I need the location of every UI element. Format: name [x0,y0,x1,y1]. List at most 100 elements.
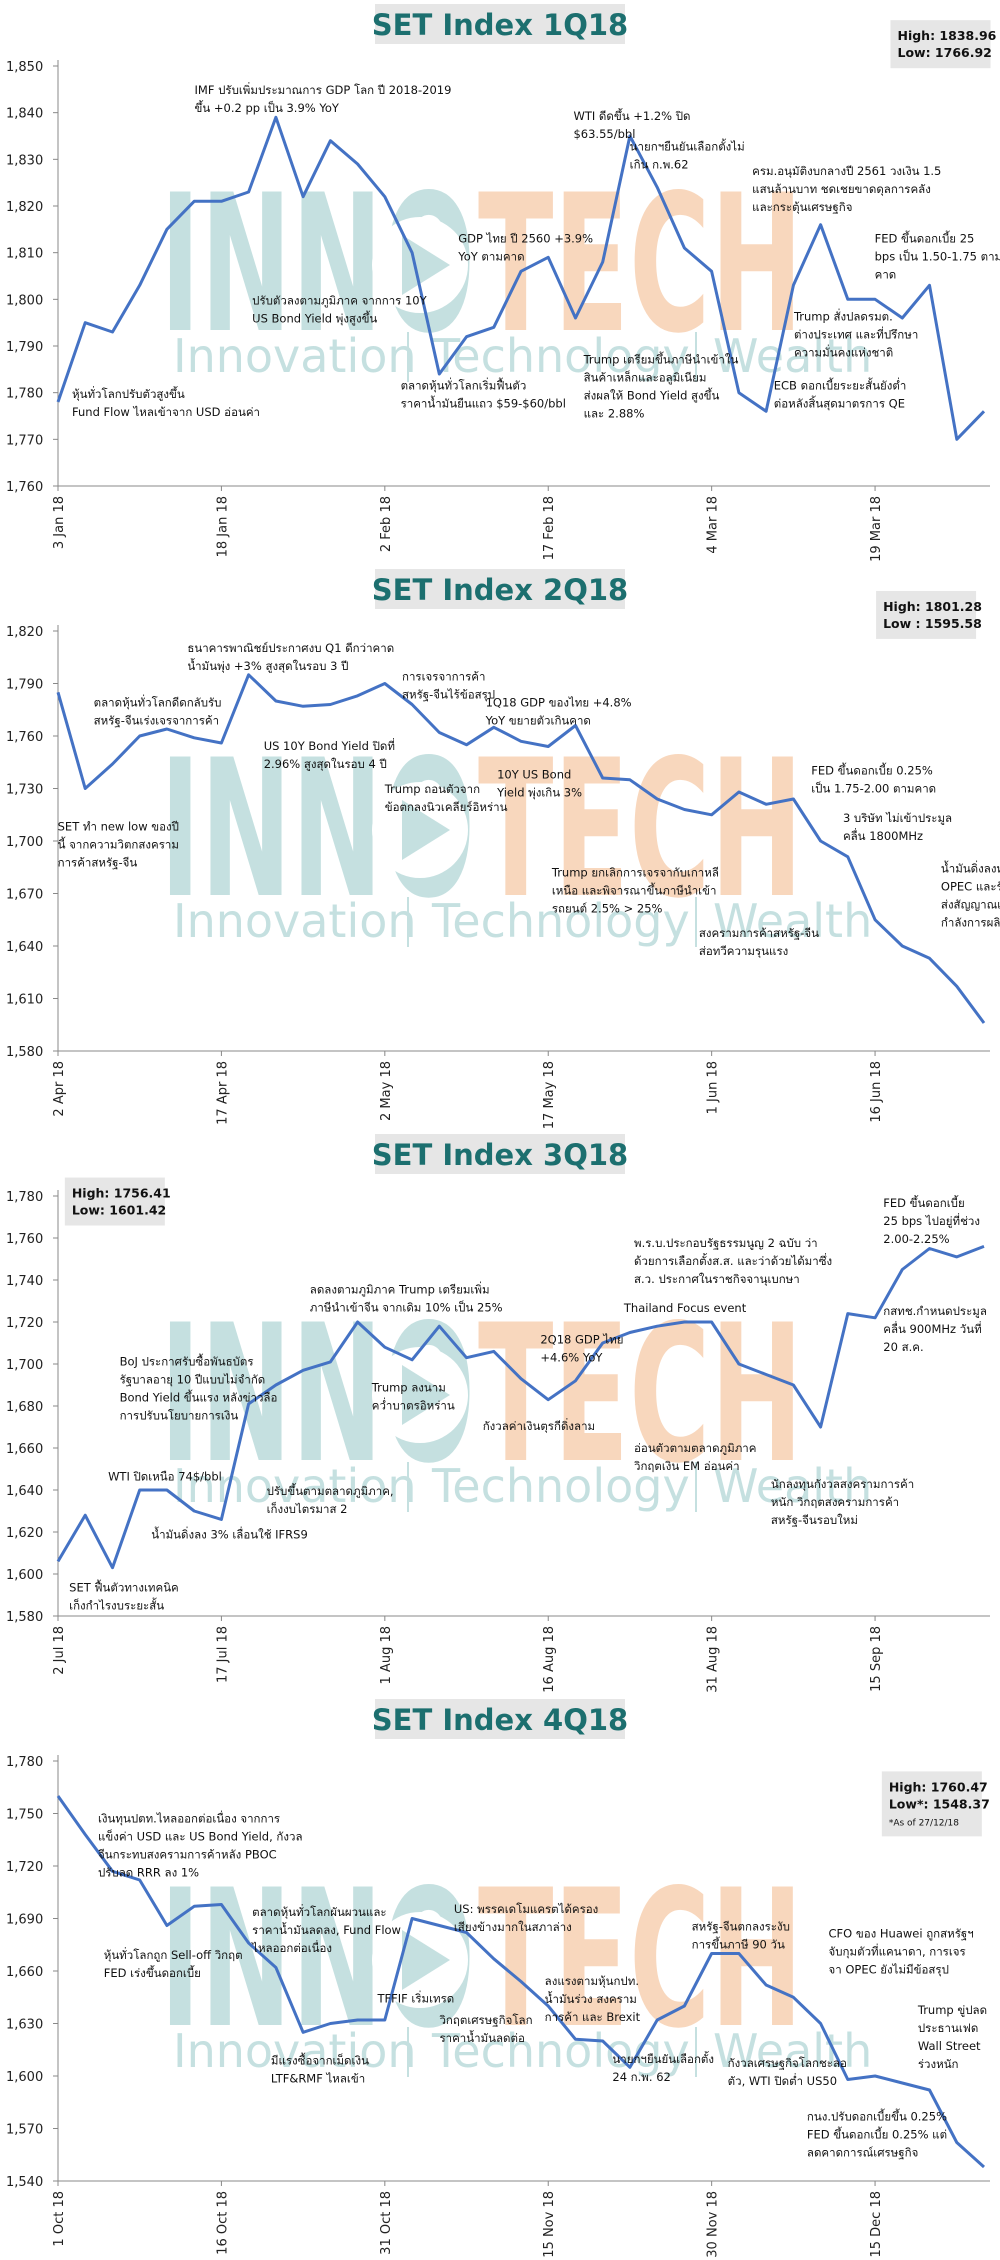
y-tick-label: 1,640 [6,940,43,955]
y-tick-label: 1,790 [6,678,43,693]
y-tick-label: 1,830 [6,153,43,168]
annotation: GDP ไทย ปี 2560 +3.9% YoY ตามคาด [457,232,593,264]
annotation-line: คลื่น 1800MHz [843,828,923,843]
x-tick-label: 1 Oct 18 [52,2191,67,2247]
y-tick-label: 1,640 [6,1484,43,1499]
annotation: 3 บริษัท ไม่เข้าประมูลคลื่น 1800MHz [843,811,952,843]
annotation-line: ไหลออกต่อเนื่อง [251,1940,332,1955]
y-tick-label: 1,740 [6,1274,43,1289]
x-tick-label: 16 Aug 18 [542,1626,557,1693]
annotation-line: ข้อตกลงนิวเคลียร์อิหร่าน [385,800,508,814]
annotation-line: TFFIF เริ่มเทรด [377,1990,455,2005]
annotation-line: Trump ขู่ปลด [917,2003,987,2017]
annotation-line: ลดคาดการณ์เศรษฐกิจ [807,2146,918,2160]
annotation: เงินทุนปตท.ไหลออกต่อเนื่อง จากการแข็งค่า… [98,1810,303,1879]
annotation: 1Q18 GDP ของไทย +4.8% YoY ขยายตัวเกินคาด [485,696,632,728]
y-tick-label: 1,780 [6,387,43,402]
price-line [56,115,986,441]
annotation-line: คลื่น 900MHz วันที่ [883,1321,981,1336]
annotation: TFFIF เริ่มเทรด [377,1990,455,2005]
annotation-line: สหรัฐ-จีนตกลงระงับ [692,1919,790,1933]
y-tick-label: 1,700 [6,835,43,850]
annotation-line: คว่ำบาตรอิหร่าน [372,1397,455,1412]
annotation: US 10Y Bond Yield ปิดที่ 2.96% สูงสุดในรอ… [264,738,395,771]
y-tick-label: 1,750 [6,1808,43,1823]
stats-line: High: 1760.47 [889,1779,988,1794]
annotation-line: ตลาดหุ้นทั่วโลกดีดกลับรับ [94,695,222,710]
watermark-logo: TECH [478,719,803,940]
annotation: นายกฯยืนยันเลือกตั้งไม่เกิน ก.พ.62 [630,138,745,171]
annotation: มีแรงซื้อจากเม็ดเงิน LTF&RMF ไหลเข้า [271,2052,369,2085]
stats-box [890,20,991,69]
watermark-logo: INNO [160,154,475,375]
y-tick-label: 1,820 [6,625,43,640]
x-tick-label: 31 Oct 18 [379,2191,394,2255]
annotation-line: ปรับตัวลงตามภูมิภาค จากการ 10Y [252,294,427,308]
y-tick-label: 1,700 [6,1358,43,1373]
annotation-line: Trump ถอนตัวจาก [384,782,480,796]
annotation-line: สหรัฐ-จีนเร่งเจรจาการค้า [94,714,219,728]
annotation-line: $63.55/bbl [573,127,635,141]
chart-title: SET Index 2Q18 [372,573,628,607]
annotation: สงครามการค้าสหรัฐ-จีนส่อทวีความรุนแรง [699,926,819,958]
annotation-line: Bond Yield ขึ้นแรง หลังข่าวลือ [120,1389,278,1404]
annotation-line: นายกฯยืนยันเลือกตั้ง [612,2051,714,2066]
y-tick-label: 1,600 [6,2070,43,2085]
x-tick-label: 16 Oct 18 [215,2191,230,2255]
stats-line: High: 1756.41 [72,1186,171,1201]
annotation-line: เหนือ และพิจารณาขึ้นภาษีนำเข้า [552,883,717,898]
title-background [375,569,625,609]
annotation-line: IMF ปรับเพิ่มประมาณการ GDP โลก ปี 2018-2… [195,82,452,97]
annotation-line: ธนาคารพาณิชย์ประกาศงบ Q1 ดีกว่าคาด [187,641,394,655]
title-background [375,1134,625,1174]
annotation-line: ภาษีนำเข้าจีน จากเดิม 10% เป็น 25% [310,1299,503,1314]
x-tick-label: 31 Aug 18 [706,1626,721,1693]
y-tick-label: 1,570 [6,2123,43,2138]
y-tick-label: 1,810 [6,247,43,262]
annotation-line: น้ำมันดิ่งลง 3% เลื่อนใช้ IFRS9 [151,1526,307,1541]
annotation-line: Trump ลงนาม [371,1380,446,1394]
annotation-line: ส.ว. ประกาศในราชกิจจานุเบกษา [634,1272,800,1286]
y-tick-label: 1,660 [6,1442,43,1457]
watermark-tagline: Innovation [173,2024,417,2078]
watermark-logo: TECH [478,1284,803,1505]
annotation-line: bps เป็น 1.50-1.75 ตาม [875,249,1000,264]
y-tick-label: 1,720 [6,1860,43,1875]
x-tick-label: 15 Dec 18 [869,2191,884,2258]
annotation-line: ตัว, WTI ปิดต่ำ US50 [728,2073,837,2088]
annotation: Trump สั่งปลดรมต. ต่างประเทศ และที่ปรึกษา… [793,308,918,359]
watermark-tagline: Wealth [713,894,872,948]
stats-line: High: 1838.96 [897,28,996,43]
annotation-line: จา OPEC ยังไม่มีข้อสรุป [829,1963,949,1977]
annotation: ECB ดอกเบี้ยระยะสั้นยังต่ำต่อหลังสิ้นสุด… [774,378,907,411]
chart-title: SET Index 1Q18 [372,8,628,42]
y-tick-label: 1,660 [6,1965,43,1980]
annotation: SET ทำ new low ของปีนี้ จากความวิตกสงครา… [58,820,179,870]
x-tick-label: 15 Sep 18 [869,1626,884,1692]
annotation-line: วิกฤตเศรษฐกิจโลก [439,2013,533,2027]
annotation-line: กนง.ปรับดอกเบี้ยขึ้น 0.25% [807,2109,947,2124]
watermark-tagline: Technology [431,1459,690,1513]
annotation-line: SET ทำ new low ของปี [58,820,179,834]
annotation-line: US: พรรคเดโมแครตได้ครอง [454,1902,598,1916]
watermark-logo: TECH [478,1849,803,2070]
annotation-line: FED เร่งขึ้นดอกเบี้ย [104,1965,201,1980]
annotation-line: สหรัฐ-จีนไร้ข้อสรุป [402,688,495,702]
annotation-line: คาด [875,268,897,282]
annotation-line: กสทช.กำหนดประมูล [883,1304,987,1318]
annotation: SET ฟื้นตัวทางเทคนิคเก็งกำไรงบระยะสั้น [69,1580,179,1613]
annotation-line: LTF&RMF ไหลเข้า [271,2071,365,2085]
annotation: ตลาดหุ้นทั่วโลกดีดกลับรับสหรัฐ-จีนเร่งเจ… [94,695,222,728]
annotation: WTI ดีดขึ้น +1.2% ปิด $63.55/bbl [573,108,690,141]
watermark-play [402,235,450,295]
y-tick-label: 1,630 [6,2018,43,2033]
y-tick-label: 1,620 [6,1526,43,1541]
annotation-line: CFO ของ Huawei ถูกสหรัฐฯ [829,1927,974,1941]
x-tick-label: 1 Jun 18 [706,1061,721,1114]
stats-line: *As of 27/12/18 [889,1818,959,1828]
annotation-line: กังวลเศรษฐกิจโลกชะลอ [728,2056,847,2070]
stats-box [64,1177,165,1226]
